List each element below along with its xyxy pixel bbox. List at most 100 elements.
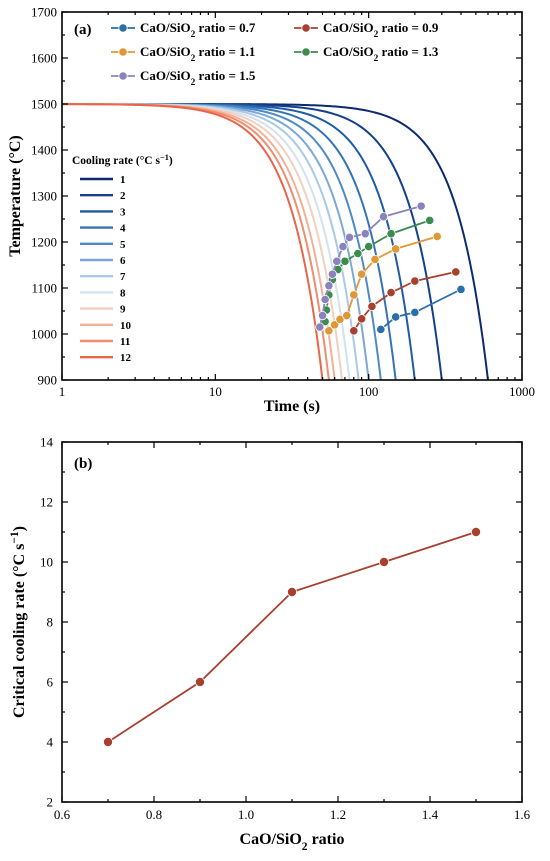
data-point bbox=[425, 215, 435, 225]
data-point bbox=[340, 256, 350, 266]
data-point bbox=[410, 276, 420, 286]
data-point bbox=[367, 301, 377, 311]
y-tick-label: 2 bbox=[47, 795, 54, 810]
ratio-series bbox=[315, 201, 466, 336]
data-point bbox=[330, 320, 340, 330]
cooling-legend-label: 4 bbox=[120, 223, 126, 235]
data-point bbox=[324, 281, 334, 291]
data-point bbox=[338, 242, 348, 252]
legend-entry: CaO/SiO2 ratio = 1.5 bbox=[140, 68, 256, 88]
data-point bbox=[327, 269, 337, 279]
series-line-0 bbox=[380, 288, 462, 331]
data-point bbox=[386, 287, 396, 298]
x-tick-label: 100 bbox=[359, 384, 379, 399]
y-tick-label: 1700 bbox=[31, 5, 57, 20]
data-point bbox=[353, 248, 363, 259]
y-tick-label: 12 bbox=[40, 495, 53, 510]
x-tick-label: 0.8 bbox=[146, 807, 162, 822]
data-point bbox=[317, 310, 328, 321]
cooling-legend-label: 8 bbox=[120, 287, 126, 299]
y-tick-label: 900 bbox=[38, 373, 58, 388]
data-point bbox=[432, 231, 442, 242]
data-point bbox=[391, 312, 401, 322]
x-tick-label: 0.6 bbox=[54, 807, 71, 822]
data-point bbox=[194, 676, 205, 687]
y-axis-title: Temperature (°C) bbox=[7, 135, 24, 256]
cooling-curve-6 bbox=[62, 103, 370, 380]
data-point bbox=[391, 244, 401, 254]
legend-marker bbox=[118, 23, 128, 33]
cooling-curve-3 bbox=[62, 103, 416, 380]
x-tick-label: 1.2 bbox=[330, 807, 346, 822]
y-tick-label: 14 bbox=[40, 435, 54, 450]
cooling-legend-title: Cooling rate (°C s−1) bbox=[72, 153, 173, 168]
critical-rate-line bbox=[107, 531, 477, 743]
cooling-curve-10 bbox=[62, 103, 336, 380]
data-point bbox=[456, 284, 466, 294]
legend-marker bbox=[301, 23, 311, 33]
data-point bbox=[349, 290, 359, 300]
y-tick-label: 1400 bbox=[31, 143, 57, 158]
legend-marker bbox=[118, 71, 128, 81]
data-point bbox=[376, 324, 386, 334]
chart-a: 1 10 100 1000 900 1000 1100 1200 1300 1400 1500 160… bbox=[7, 5, 535, 416]
legend-entry: CaO/SiO2 ratio = 0.9 bbox=[323, 20, 439, 40]
cooling-legend-label: 12 bbox=[120, 352, 132, 364]
data-point bbox=[315, 322, 325, 332]
cooling-legend-label: 3 bbox=[120, 206, 126, 218]
data-point bbox=[386, 229, 396, 239]
x-tick-label: 1.4 bbox=[422, 807, 439, 822]
data-point bbox=[342, 310, 352, 321]
data-point bbox=[357, 269, 367, 279]
x-tick-label: 1000 bbox=[509, 384, 535, 399]
cooling-curve-12 bbox=[62, 103, 324, 380]
x-tick-label: 1.0 bbox=[238, 807, 254, 822]
y-tick-label: 1200 bbox=[31, 235, 57, 250]
data-point bbox=[378, 557, 389, 568]
data-point bbox=[332, 256, 342, 266]
x-tick-label: 1 bbox=[59, 384, 66, 399]
panel-label: (b) bbox=[74, 456, 92, 472]
plot-frame bbox=[61, 441, 523, 803]
chart-b: 0.6 0.8 1.0 1.2 1.4 1.6 2 4 6 8 10 12 14 CaO/SiO2 rat… bbox=[9, 435, 531, 854]
data-point bbox=[103, 736, 114, 747]
cooling-legend-label: 1 bbox=[120, 174, 126, 186]
data-point bbox=[360, 229, 370, 239]
cooling-legend-label: 7 bbox=[120, 271, 126, 283]
cooling-curve-7 bbox=[62, 103, 360, 380]
data-point bbox=[286, 586, 297, 597]
x-axis-title: CaO/SiO2 ratio bbox=[240, 831, 345, 853]
cooling-legend-label: 6 bbox=[120, 255, 126, 267]
legend-entry: CaO/SiO2 ratio = 0.7 bbox=[140, 20, 256, 40]
y-tick-label: 1600 bbox=[31, 51, 57, 66]
cooling-legend-label: 11 bbox=[120, 336, 130, 348]
x-tick-label: 10 bbox=[209, 384, 222, 399]
y-axis-title: Critical cooling rate (°C s−1) bbox=[9, 526, 28, 718]
legend-entry: CaO/SiO2 ratio = 1.1 bbox=[140, 44, 255, 64]
cooling-legend-label: 2 bbox=[120, 190, 126, 202]
legend-entry: CaO/SiO2 ratio = 1.3 bbox=[323, 44, 439, 64]
y-tick-label: 1100 bbox=[31, 281, 57, 296]
cooling-legend-label: 5 bbox=[120, 239, 126, 251]
data-point bbox=[364, 242, 374, 252]
data-point bbox=[324, 326, 334, 336]
legend-marker bbox=[301, 47, 311, 57]
cooling-legend-label: 10 bbox=[120, 320, 132, 332]
data-point bbox=[357, 314, 367, 324]
data-point bbox=[378, 212, 389, 222]
y-tick-label: 1300 bbox=[31, 189, 57, 204]
data-point bbox=[344, 232, 355, 242]
data-point bbox=[320, 294, 330, 305]
x-axis-title: Time (s) bbox=[264, 398, 320, 415]
y-tick-label: 6 bbox=[47, 675, 54, 690]
x-tick-label: 1.6 bbox=[514, 807, 531, 822]
legend-marker bbox=[118, 47, 128, 57]
y-tick-label: 4 bbox=[47, 735, 54, 750]
y-tick-label: 8 bbox=[47, 615, 54, 630]
cooling-legend-label: 9 bbox=[120, 304, 126, 316]
data-point bbox=[410, 307, 420, 317]
y-tick-label: 1500 bbox=[31, 97, 57, 112]
data-point bbox=[349, 326, 359, 336]
y-tick-label: 10 bbox=[40, 555, 53, 570]
